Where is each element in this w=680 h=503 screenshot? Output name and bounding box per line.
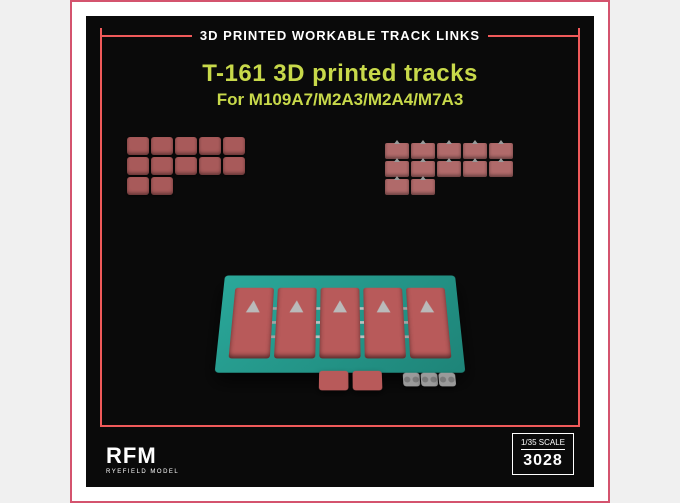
track-pad [411, 143, 435, 159]
title-main: T-161 3D printed tracks [86, 60, 594, 88]
track-pad [353, 371, 383, 391]
jig-slot [274, 288, 317, 359]
track-pad [127, 177, 149, 195]
box-art: 3D PRINTED WORKABLE TRACK LINKS T-161 3D… [86, 16, 594, 487]
connector [420, 373, 438, 387]
track-pad [489, 161, 513, 177]
track-pad [223, 137, 245, 155]
brand-name: RYEFIELD MODEL [106, 469, 179, 475]
track-pad [463, 161, 487, 177]
footer: RFM RYEFIELD MODEL 1/35 SCALE 3028 [106, 433, 574, 475]
track-pad [463, 143, 487, 159]
sku-scale: 1/35 SCALE [521, 438, 565, 450]
track-pad [385, 179, 409, 195]
jig-slot [229, 288, 275, 359]
track-pad [437, 143, 461, 159]
track-pad [437, 161, 461, 177]
product-card: 3D PRINTED WORKABLE TRACK LINKS T-161 3D… [70, 0, 610, 503]
track-pad [175, 137, 197, 155]
title-block: T-161 3D printed tracks For M109A7/M2A3/… [86, 60, 594, 110]
track-pad [489, 143, 513, 159]
track-pad [319, 371, 349, 391]
jig-slot [363, 288, 406, 359]
track-pad [199, 157, 221, 175]
track-pad [151, 177, 173, 195]
loose-pads [319, 371, 383, 391]
connector [438, 373, 456, 387]
brand-logo-text: RFM [106, 443, 179, 469]
track-pad [385, 143, 409, 159]
assembly-jig [215, 275, 466, 372]
brand-logo: RFM RYEFIELD MODEL [106, 443, 179, 475]
track-pad [175, 157, 197, 175]
sku-box: 1/35 SCALE 3028 [512, 433, 574, 475]
loose-connectors [403, 373, 457, 387]
jig-base [215, 275, 466, 372]
track-pad [411, 179, 435, 195]
jig-slot [406, 288, 452, 359]
sku-number: 3028 [521, 452, 565, 470]
track-pad [151, 157, 173, 175]
connector [403, 373, 421, 387]
title-sub: For M109A7/M2A3/M2A4/M7A3 [86, 90, 594, 110]
track-segment-left [126, 136, 266, 196]
track-pad [151, 137, 173, 155]
track-pad [223, 157, 245, 175]
track-pad [385, 161, 409, 177]
track-pad [199, 137, 221, 155]
track-pad [411, 161, 435, 177]
track-segment-right [384, 142, 534, 196]
jig-slot [319, 288, 360, 359]
track-pad [127, 157, 149, 175]
product-render-area [116, 136, 564, 407]
track-pad [127, 137, 149, 155]
